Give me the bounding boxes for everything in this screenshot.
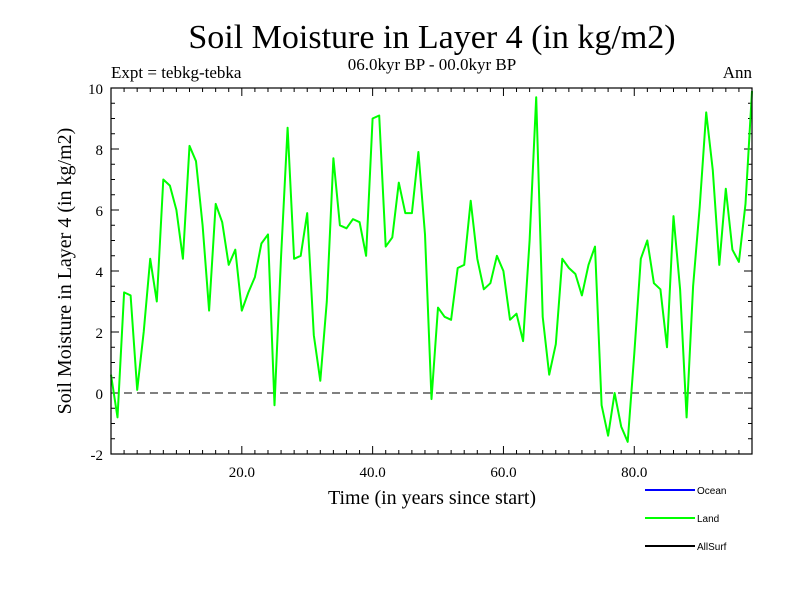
y-tick-label: -2 [91, 448, 104, 464]
series-line-land [110, 91, 753, 443]
x-tick-label: 20.0 [229, 465, 255, 481]
y-tick-label: 6 [96, 204, 104, 220]
y-tick-label: 4 [96, 265, 104, 281]
legend-label-ocean: Ocean [697, 486, 726, 497]
chart-title: Soil Moisture in Layer 4 (in kg/m2) [188, 19, 675, 56]
x-tick-label: 60.0 [490, 465, 516, 481]
x-axis-label: Time (in years since start) [328, 487, 536, 509]
x-tick-label: 40.0 [360, 465, 386, 481]
y-tick-label: 8 [96, 143, 104, 159]
legend: Ocean Land AllSurf [645, 486, 727, 553]
data-series [110, 91, 753, 443]
y-tick-label: 2 [96, 326, 104, 342]
x-tick-label: 80.0 [621, 465, 647, 481]
expt-label: Expt = tebkg-tebka [111, 63, 242, 82]
chart-subtitle: 06.0kyr BP - 00.0kyr BP [348, 55, 516, 74]
y-tick-label: 0 [96, 387, 104, 403]
season-label: Ann [723, 63, 753, 82]
axis-ticks: -2 0 2 4 6 8 10 20.0 40.0 60.0 80.0 [88, 82, 752, 481]
legend-label-land: Land [697, 514, 719, 525]
y-axis-label: Soil Moisture in Layer 4 (in kg/m2) [54, 128, 76, 415]
plot-frame [110, 87, 753, 455]
y-tick-label: 10 [88, 82, 103, 98]
legend-label-allsurf: AllSurf [697, 542, 727, 553]
